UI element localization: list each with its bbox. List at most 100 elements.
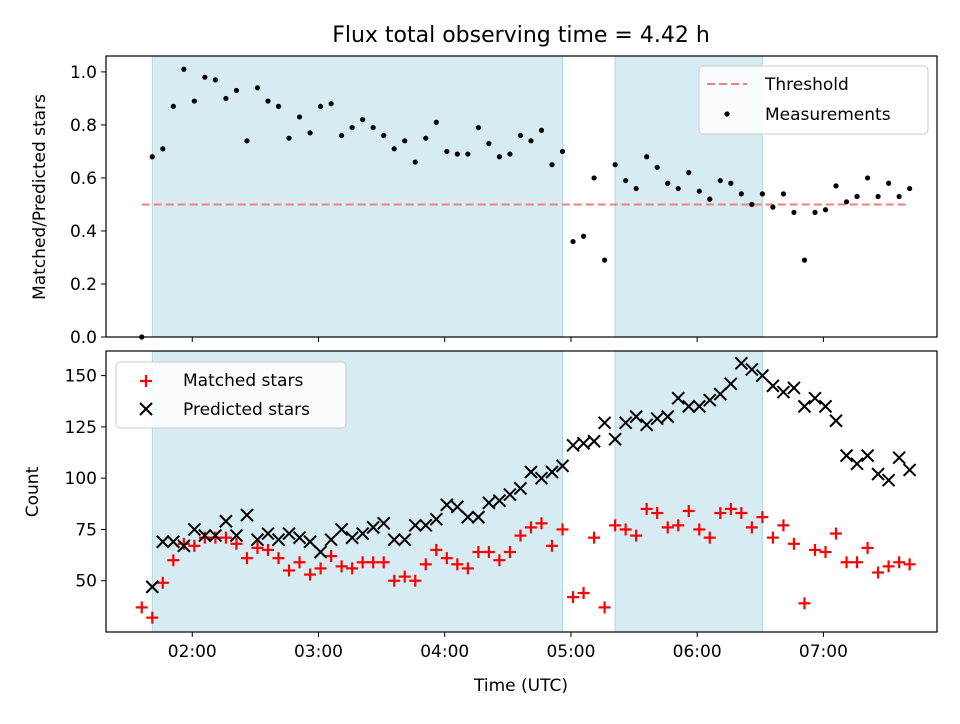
measurement-point [465,151,471,157]
y-tick-label: 0.6 [70,169,97,189]
predicted-star-point [524,465,538,479]
threshold-legend-label: Threshold [764,75,849,95]
measurement-point [181,66,187,72]
measurement-point [728,180,734,186]
chart-title: Flux total observing time = 4.42 h [332,23,710,48]
measurement-point [780,191,787,197]
predicted-star-point [650,411,664,426]
matched-star-point [367,556,380,569]
measurement-point [665,180,671,186]
matched-star-point [588,531,601,544]
predicted-star-point [597,416,612,430]
predicted-star-point [250,532,265,547]
matched-star-point [756,511,769,524]
predicted-star-point [398,532,412,547]
measurement-point [254,85,261,91]
measurement-point [296,114,303,120]
measurement-point [644,154,650,160]
measurement-point [549,162,555,168]
predicted-star-point [661,409,675,424]
matched-star-point [493,554,506,567]
matched-star-point [419,558,432,571]
measurement-point [517,132,524,139]
measurement-point [654,164,660,170]
bottom-legend: Matched stars Predicted stars [115,361,347,429]
matched-star-point [293,556,306,569]
bottom-legend-box [115,361,347,429]
measurement-point [233,87,240,94]
measurement-point [738,191,744,197]
measurement-point [265,98,271,104]
predicted-star-point [671,391,685,405]
measurement-point [686,170,692,176]
predicted-star-point [534,471,549,485]
shaded-interval [151,55,564,338]
measurement-point [202,74,208,80]
predicted-star-point [703,393,717,407]
measurement-point [570,238,576,245]
x-tick-label: 04:00 [420,642,469,662]
matched-star-point [440,552,453,565]
predicted-star-point [145,580,159,594]
measurement-point [412,159,418,165]
measurement-point [496,154,503,160]
predicted-star-point [324,532,338,547]
top-y-axis-label: Matched/Predicted stars [30,94,50,300]
matched-star-point [714,507,727,520]
matched-star-point [283,564,296,577]
predicted-star-point [881,473,896,487]
measurement-point [864,175,871,181]
predicted-star-point [692,399,706,414]
measurement-point [160,146,166,152]
measurement-point [875,193,881,200]
x-tick-label: 05:00 [546,642,595,662]
y-tick-label: 0.2 [70,275,97,295]
measurement-point [623,177,629,184]
predicted-star-point [177,539,191,553]
predicted-star-point [513,481,528,496]
measurement-point [307,130,313,136]
predicted-star-point [240,508,254,522]
predicted-star-point [261,526,275,541]
measurement-point [843,199,850,205]
predicted-star-point [745,362,759,377]
y-tick-label: 50 [75,572,97,592]
matched-star-point [335,560,348,573]
matched-star-point [609,519,622,532]
measurement-point [370,124,376,131]
matched-star-point [524,521,537,534]
matched-star-point [177,537,190,550]
predicted-star-point [860,448,875,463]
predicted-star-point [229,528,244,543]
matched-star-point [840,556,853,569]
measurement-point [854,193,860,200]
matched-star-point [188,539,201,552]
matched-star-point [482,546,495,559]
matched-star-point [693,523,706,536]
matched-star-point [882,560,895,573]
top-axes-frame [105,55,938,338]
measurement-point [770,204,776,210]
y-tick-label: 125 [65,418,97,438]
predicted-star-point [219,514,233,528]
measurement-point [170,103,176,109]
measurement-point [612,162,618,168]
measurement-point [822,207,829,213]
predicted-star-point [198,528,212,543]
matched-star-point [156,576,169,589]
measurement-point [444,148,450,155]
predicted-star-point [345,530,359,545]
top-shaded-regions [151,55,763,338]
predicted-star-point [366,520,380,535]
y-tick-label: 0.4 [70,222,97,242]
predicted-star-point [566,438,580,453]
measurement-point [244,138,250,144]
matched-legend-swatch [140,375,152,387]
predicted-star-point [303,535,317,549]
predicted-star-point [282,526,296,541]
predicted-star-point [429,512,444,526]
predicted-legend-swatch [139,402,153,416]
measurement-point [833,183,839,189]
predicted-star-point [166,535,181,549]
